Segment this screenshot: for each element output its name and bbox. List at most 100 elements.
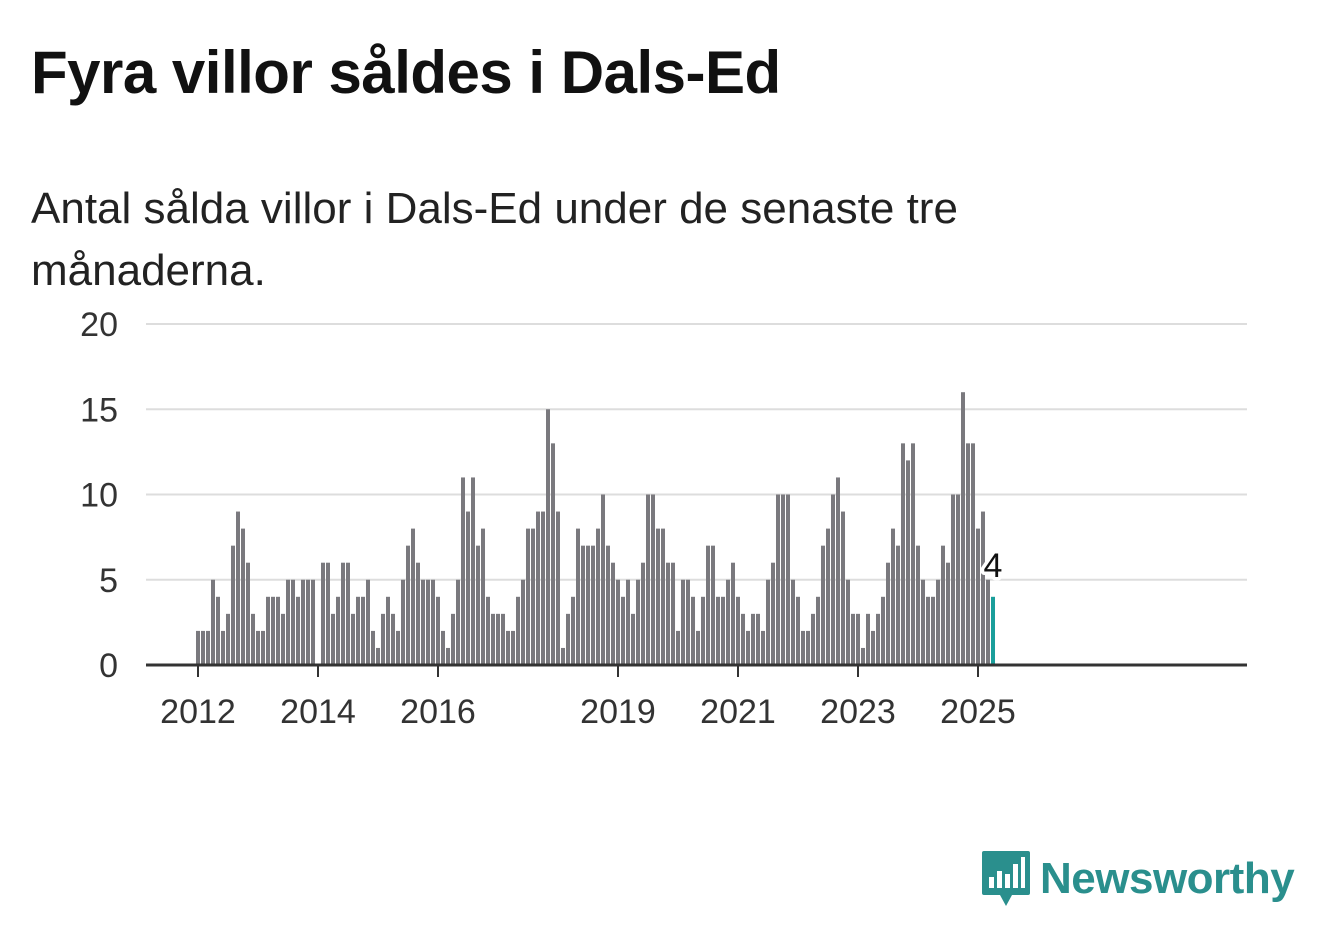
bar	[691, 596, 695, 665]
x-tick-label: 2019	[580, 693, 656, 731]
bar	[446, 647, 450, 665]
bar	[576, 528, 580, 665]
bar	[336, 596, 340, 665]
bar	[971, 443, 975, 665]
y-tick-label: 20	[80, 306, 118, 344]
bar	[966, 443, 970, 665]
bar	[866, 613, 870, 665]
bar	[401, 579, 405, 665]
bar	[876, 613, 880, 665]
bar	[256, 630, 260, 665]
newsworthy-logo: Newsworthy	[980, 849, 1295, 909]
bar	[421, 579, 425, 665]
bar	[956, 494, 960, 665]
bar	[196, 630, 200, 665]
bar	[951, 494, 955, 665]
bar	[531, 528, 535, 665]
bar	[396, 630, 400, 665]
bar	[551, 443, 555, 665]
bar	[636, 579, 640, 665]
gridlines	[146, 323, 1247, 581]
bar	[781, 494, 785, 665]
bar	[806, 630, 810, 665]
y-axis-ticks: 0 5 10 15 20	[80, 306, 118, 685]
x-tick-label: 2023	[820, 693, 896, 731]
bar	[591, 545, 595, 665]
bar	[506, 630, 510, 665]
bar	[581, 545, 585, 665]
bar-highlighted	[991, 596, 995, 665]
bar	[431, 579, 435, 665]
bar	[851, 613, 855, 665]
bar	[366, 579, 370, 665]
bar	[441, 630, 445, 665]
bar	[696, 630, 700, 665]
bar	[896, 545, 900, 665]
bar	[811, 613, 815, 665]
bar	[666, 562, 670, 665]
bar	[621, 596, 625, 665]
bar	[716, 596, 720, 665]
bar	[931, 596, 935, 665]
bar	[616, 579, 620, 665]
brand-name: Newsworthy	[1040, 854, 1295, 903]
bar	[911, 443, 915, 665]
bar	[676, 630, 680, 665]
bar	[411, 528, 415, 665]
bar	[816, 596, 820, 665]
bar	[426, 579, 430, 665]
bar	[681, 579, 685, 665]
bar	[946, 562, 950, 665]
bar	[216, 596, 220, 665]
bar	[281, 613, 285, 665]
bar	[941, 545, 945, 665]
x-tick-label: 2025	[940, 693, 1016, 731]
bar	[756, 613, 760, 665]
bar	[606, 545, 610, 665]
bar	[306, 579, 310, 665]
bar	[321, 562, 325, 665]
bar	[926, 596, 930, 665]
bar	[571, 596, 575, 665]
bar	[361, 596, 365, 665]
bar	[661, 528, 665, 665]
bar	[206, 630, 210, 665]
bar	[671, 562, 675, 665]
bar	[476, 545, 480, 665]
bar	[541, 511, 545, 665]
bar	[656, 528, 660, 665]
bar	[416, 562, 420, 665]
bar	[536, 511, 540, 665]
bars	[196, 392, 995, 665]
bar	[436, 596, 440, 665]
bar	[561, 647, 565, 665]
bar	[556, 511, 560, 665]
bar	[761, 630, 765, 665]
annotation-layer: 4	[980, 543, 1006, 588]
bar	[891, 528, 895, 665]
bar	[276, 596, 280, 665]
bar	[596, 528, 600, 665]
bar	[826, 528, 830, 665]
bar	[961, 392, 965, 665]
bar	[271, 596, 275, 665]
bar	[861, 647, 865, 665]
bar	[341, 562, 345, 665]
bar	[246, 562, 250, 665]
bar	[746, 630, 750, 665]
bar	[721, 596, 725, 665]
bar	[346, 562, 350, 665]
bar	[231, 545, 235, 665]
chart-subtitle: Antal sålda villor i Dals-Ed under de se…	[31, 184, 958, 295]
chart-title: Fyra villor såldes i Dals-Ed	[31, 39, 781, 106]
bar	[626, 579, 630, 665]
bar	[521, 579, 525, 665]
bar	[471, 477, 475, 665]
bar	[331, 613, 335, 665]
bar	[296, 596, 300, 665]
bar	[516, 596, 520, 665]
bar	[376, 647, 380, 665]
y-tick-label: 15	[80, 391, 118, 429]
last-value-label: 4	[984, 547, 1003, 585]
